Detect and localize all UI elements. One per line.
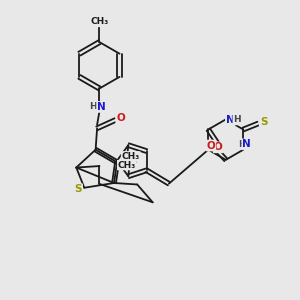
Text: S: S <box>75 184 82 194</box>
Text: O: O <box>214 142 223 152</box>
Text: H: H <box>238 140 246 149</box>
Text: H: H <box>89 102 97 111</box>
Text: O: O <box>116 113 125 124</box>
Text: N: N <box>129 155 138 165</box>
Text: CH₃: CH₃ <box>118 160 136 169</box>
Text: O: O <box>207 140 215 151</box>
Text: CH₃: CH₃ <box>90 17 109 26</box>
Text: H: H <box>233 116 241 124</box>
Text: S: S <box>260 117 267 127</box>
Text: N: N <box>242 140 251 149</box>
Text: N: N <box>226 115 235 125</box>
Text: CH₃: CH₃ <box>122 152 140 161</box>
Text: N: N <box>97 102 106 112</box>
